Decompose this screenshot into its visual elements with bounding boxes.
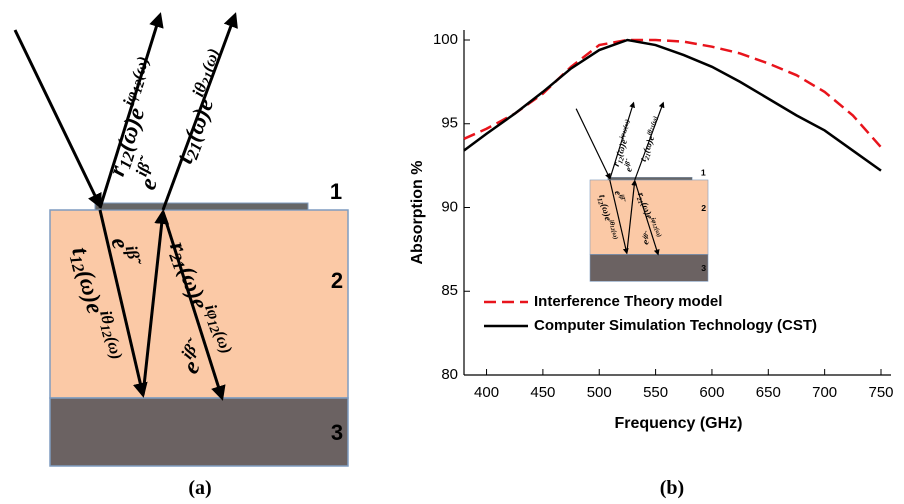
x-tick-label: 500 xyxy=(587,384,612,401)
label-part: (ω)e xyxy=(641,134,658,155)
ray-label: t21(ω)eiθ21(ω) xyxy=(165,46,238,168)
layer-label: 3 xyxy=(701,263,706,273)
x-tick-label: 600 xyxy=(699,384,724,401)
x-tick-label: 700 xyxy=(812,384,837,401)
layer-label: 1 xyxy=(330,179,342,204)
y-tick-label: 95 xyxy=(441,115,458,132)
figure: 123r12(ω)eiφ12(ω)eiβ̃t21(ω)eiθ21(ω)t12(ω… xyxy=(0,0,904,504)
layer-label: 3 xyxy=(331,420,343,445)
label-part: (ω)e xyxy=(614,137,630,158)
ray-label: t21(ω)eiθ21(ω) xyxy=(636,115,664,163)
ray-label: r12(ω)eiφ12(ω) xyxy=(97,54,168,180)
panel-label: (a) xyxy=(188,477,211,499)
label-part: (ω) xyxy=(127,54,152,82)
layer-label: 1 xyxy=(701,168,706,178)
y-axis-label: Absorption % xyxy=(409,161,426,265)
y-tick-label: 80 xyxy=(441,366,458,383)
layer-label: 2 xyxy=(701,203,706,213)
legend-label: Interference Theory model xyxy=(534,293,722,310)
y-tick-label: 90 xyxy=(441,198,458,215)
ray-label: r12(ω)eiφ12(ω) xyxy=(610,118,638,168)
y-tick-label: 85 xyxy=(441,282,458,299)
layer-label: 2 xyxy=(331,268,343,293)
y-tick-label: 100 xyxy=(433,31,458,48)
x-tick-label: 750 xyxy=(868,384,893,401)
x-tick-label: 550 xyxy=(643,384,668,401)
x-tick-label: 450 xyxy=(530,384,555,401)
label-part: (ω) xyxy=(622,118,632,129)
layer-1 xyxy=(608,177,692,180)
diagram-a: 123r12(ω)eiφ12(ω)eiβ̃t21(ω)eiθ21(ω)t12(ω… xyxy=(15,15,348,466)
label-part: (ω) xyxy=(197,46,223,74)
inset-diagram: 123r12(ω)eiφ12(ω)eiβ̃t21(ω)eiθ21(ω)t12(ω… xyxy=(576,103,708,282)
panel-label: (b) xyxy=(660,477,684,499)
ray-arrow xyxy=(15,30,100,206)
ray-arrow xyxy=(576,109,610,179)
layer-1 xyxy=(95,203,308,210)
layer-3 xyxy=(50,398,348,466)
layer-3 xyxy=(590,254,708,281)
series-line xyxy=(464,40,881,171)
label-part: (ω)e xyxy=(112,104,150,154)
x-tick-label: 400 xyxy=(474,384,499,401)
series-line xyxy=(464,40,881,147)
legend-label: Computer Simulation Technology (CST) xyxy=(534,317,817,334)
x-tick-label: 650 xyxy=(756,384,781,401)
label-part: (ω)e xyxy=(179,94,219,145)
x-axis-label: Frequency (GHz) xyxy=(614,415,742,432)
